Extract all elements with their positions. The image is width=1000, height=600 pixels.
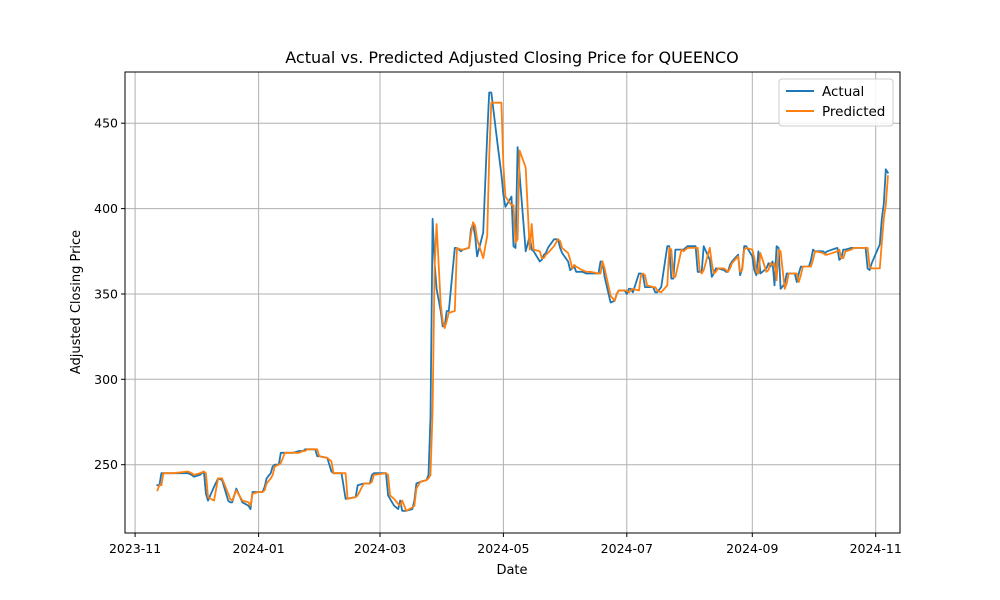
y-tick-label: 300	[94, 372, 118, 387]
y-tick-label: 250	[94, 457, 118, 472]
x-tick-label: 2024-01	[232, 541, 284, 556]
x-tick-label: 2024-07	[601, 541, 653, 556]
series-lines	[156, 91, 890, 512]
plot-frame	[124, 71, 901, 534]
legend-label-predicted: Predicted	[822, 104, 885, 120]
y-tick-label: 400	[94, 201, 118, 216]
series-line-predicted	[156, 101, 889, 512]
y-tick-label: 350	[94, 287, 118, 302]
x-tick-label: 2024-05	[477, 541, 529, 556]
axis-ticks: 2023-11 2024-01 2024-03 2024-05 2024-07 2024-…	[94, 116, 902, 556]
chart-title: Actual vs. Predicted Adjusted Closing Pr…	[285, 48, 739, 67]
legend-label-actual: Actual	[822, 84, 864, 100]
x-tick-label: 2024-11	[850, 541, 902, 556]
y-tick-label: 450	[94, 116, 118, 131]
x-tick-label: 2024-09	[726, 541, 778, 556]
x-axis-label: Date	[496, 563, 527, 578]
x-tick-label: 2023-11	[109, 541, 161, 556]
legend: Actual Predicted	[778, 78, 894, 127]
x-tick-label: 2024-03	[354, 541, 406, 556]
y-axis-label: Adjusted Closing Price	[69, 230, 84, 374]
